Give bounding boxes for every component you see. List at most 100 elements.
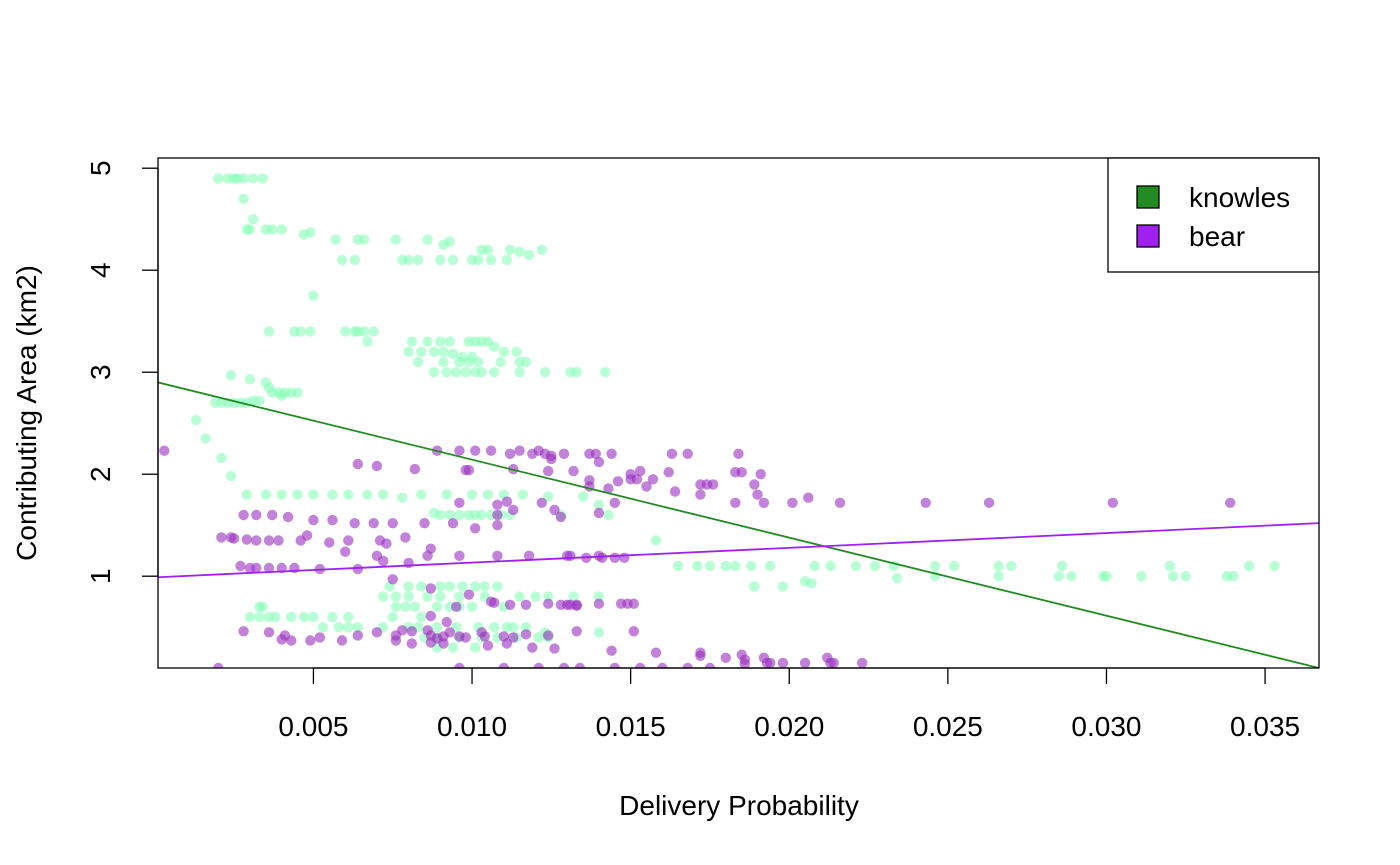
data-point-knowles <box>244 224 256 235</box>
data-point-bear <box>787 497 798 508</box>
data-point-knowles <box>276 224 287 235</box>
y-axis-label: Contributing Area (km2) <box>11 265 42 561</box>
fit-line-knowles <box>158 381 1319 668</box>
data-point-knowles <box>330 234 341 245</box>
data-point-bear <box>419 518 430 529</box>
data-point-bear <box>571 600 582 611</box>
data-point-knowles <box>489 367 500 378</box>
data-point-knowles <box>457 581 468 592</box>
data-point-knowles <box>225 471 237 482</box>
data-point-knowles <box>403 346 414 357</box>
data-point-knowles <box>416 611 427 623</box>
data-point-knowles <box>530 591 541 602</box>
data-point-bear <box>1107 497 1119 508</box>
data-point-bear <box>720 652 731 663</box>
data-point-bear <box>447 518 459 529</box>
data-point-knowles <box>470 581 481 592</box>
data-point-bear <box>498 662 509 668</box>
data-point-bear <box>565 550 576 561</box>
data-point-bear <box>609 662 620 668</box>
data-point-knowles <box>403 254 414 266</box>
data-point-knowles <box>238 173 249 184</box>
data-point-bear <box>752 489 763 500</box>
data-point-bear <box>371 627 383 638</box>
data-point-bear <box>228 533 240 544</box>
data-point-knowles <box>498 346 509 357</box>
data-point-knowles <box>403 581 414 592</box>
data-point-bear <box>263 627 275 638</box>
data-point-bear <box>501 638 513 649</box>
data-point-bear <box>650 647 662 658</box>
data-point-bear <box>549 504 560 516</box>
data-point-bear <box>758 497 770 508</box>
data-point-knowles <box>260 489 272 500</box>
data-point-bear <box>523 550 535 561</box>
data-point-knowles <box>492 581 503 592</box>
y-axis: 1 2 3 4 5 <box>85 160 159 584</box>
data-point-bear <box>263 535 275 546</box>
data-point-knowles <box>416 489 427 500</box>
data-point-bear <box>590 448 601 459</box>
data-point-knowles <box>362 489 373 500</box>
data-point-bear <box>527 642 538 653</box>
data-point-bear <box>409 463 421 475</box>
data-point-knowles <box>454 591 465 602</box>
data-point-bear <box>286 635 297 646</box>
data-point-bear <box>574 662 586 668</box>
data-point-knowles <box>825 560 836 572</box>
data-point-knowles <box>276 489 287 500</box>
data-point-bear <box>568 465 579 477</box>
data-point-knowles <box>1228 571 1239 582</box>
data-point-knowles <box>390 591 402 602</box>
data-point-knowles <box>749 581 760 592</box>
data-point-knowles <box>352 622 363 633</box>
data-point-bear <box>470 445 481 456</box>
data-point-knowles <box>390 234 402 245</box>
data-point-knowles <box>993 571 1004 582</box>
data-point-bear <box>593 456 605 468</box>
data-point-bear <box>489 597 500 608</box>
data-point-knowles <box>340 326 351 337</box>
data-point-knowles <box>276 390 287 401</box>
data-point-bear <box>251 535 262 546</box>
data-point-knowles <box>523 249 535 261</box>
data-point-knowles <box>248 173 259 184</box>
data-point-knowles <box>869 560 881 572</box>
data-point-knowles <box>200 433 211 444</box>
data-point-bear <box>352 563 363 575</box>
data-point-knowles <box>422 234 433 245</box>
legend-swatch-bear <box>1136 224 1160 248</box>
data-point-knowles <box>244 374 256 385</box>
data-point-bear <box>682 448 693 459</box>
data-point-knowles <box>343 622 354 633</box>
data-point-knowles <box>438 346 449 357</box>
data-point-knowles <box>730 560 741 572</box>
data-point-knowles <box>1053 571 1065 582</box>
data-point-knowles <box>720 560 731 572</box>
data-point-knowles <box>482 244 494 255</box>
data-point-knowles <box>305 326 316 337</box>
data-point-bear <box>308 514 319 526</box>
data-point-knowles <box>806 578 817 589</box>
data-point-bear <box>406 638 417 649</box>
data-point-bear <box>834 497 846 508</box>
data-point-knowles <box>692 560 703 572</box>
data-point-knowles <box>447 348 459 359</box>
data-point-bear <box>501 496 513 507</box>
x-tick-label: 0.015 <box>596 711 666 742</box>
data-point-knowles <box>241 489 252 500</box>
data-point-bear <box>593 598 605 609</box>
data-point-knowles <box>600 367 611 378</box>
data-point-bear <box>666 448 678 459</box>
legend-swatch-knowles <box>1136 185 1160 209</box>
data-point-knowles <box>520 356 532 368</box>
data-point-bear <box>983 497 995 508</box>
data-point-bear <box>276 634 287 645</box>
data-point-bear <box>460 632 471 643</box>
y-tick-label: 2 <box>85 466 116 482</box>
data-point-bear <box>596 552 608 563</box>
data-point-bear <box>514 445 525 456</box>
data-point-knowles <box>460 367 471 378</box>
data-point-bear <box>749 479 760 490</box>
